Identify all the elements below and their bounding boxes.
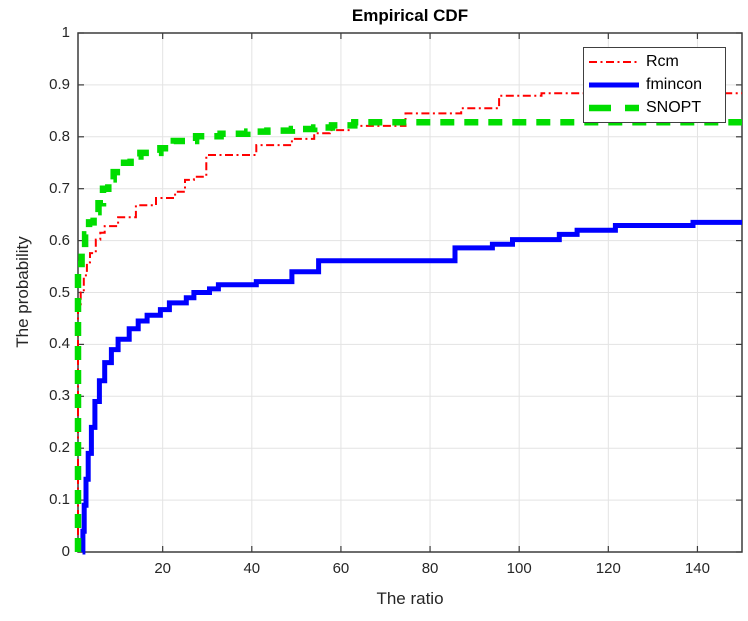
legend-item-snopt[interactable]: SNOPT (584, 97, 725, 120)
x-axis-label: The ratio (376, 589, 444, 608)
legend-label: Rcm (646, 52, 679, 70)
legend-box[interactable]: Rcm fmincon SNOPT (583, 47, 726, 123)
y-tick-label: 0.4 (49, 335, 70, 353)
y-tick-label: 0.9 (49, 75, 70, 93)
y-tick-label: 0.2 (49, 439, 70, 457)
snopt-line-sample (589, 105, 639, 112)
fmincon-line-sample (589, 82, 639, 88)
y-tick-label: 0.8 (49, 127, 70, 145)
chart-title: Empirical CDF (351, 6, 469, 25)
y-tick-label: 0.3 (49, 387, 70, 405)
x-tick-label: 120 (595, 560, 621, 577)
x-tick-label: 80 (421, 560, 439, 577)
x-tick-label: 100 (506, 560, 532, 577)
x-tick-label: 60 (332, 560, 350, 577)
y-tick-label: 1 (61, 24, 70, 41)
series-rcm (77, 92, 742, 552)
x-tick-label: 20 (154, 560, 171, 577)
x-tick-label: 140 (684, 560, 710, 577)
legend-item-rcm[interactable]: Rcm (584, 50, 725, 73)
y-tick-label: 0.5 (49, 283, 70, 301)
series-fmincon (80, 219, 742, 555)
legend-label: SNOPT (646, 99, 702, 117)
y-tick-label: 0.6 (49, 231, 70, 249)
series-snopt (74, 119, 742, 552)
y-tick-label: 0.1 (49, 491, 70, 509)
x-tick-label: 40 (243, 560, 261, 577)
y-tick-label: 0 (61, 543, 70, 560)
legend-label: fmincon (646, 75, 703, 93)
rcm-line-sample (589, 60, 639, 63)
y-tick-label: 0.7 (49, 179, 70, 197)
legend-item-fmincon[interactable]: fmincon (584, 73, 725, 96)
